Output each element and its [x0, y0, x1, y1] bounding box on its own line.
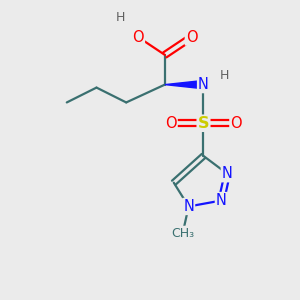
Text: O: O: [230, 116, 242, 131]
Text: O: O: [132, 30, 144, 45]
Text: N: N: [216, 193, 227, 208]
Text: S: S: [198, 116, 209, 131]
Text: CH₃: CH₃: [171, 227, 194, 240]
Text: H: H: [116, 11, 125, 24]
Text: O: O: [186, 30, 197, 45]
Text: N: N: [222, 166, 233, 181]
Text: H: H: [220, 69, 229, 82]
Polygon shape: [165, 80, 203, 89]
Text: N: N: [183, 199, 194, 214]
Text: N: N: [198, 77, 209, 92]
Text: O: O: [165, 116, 177, 131]
